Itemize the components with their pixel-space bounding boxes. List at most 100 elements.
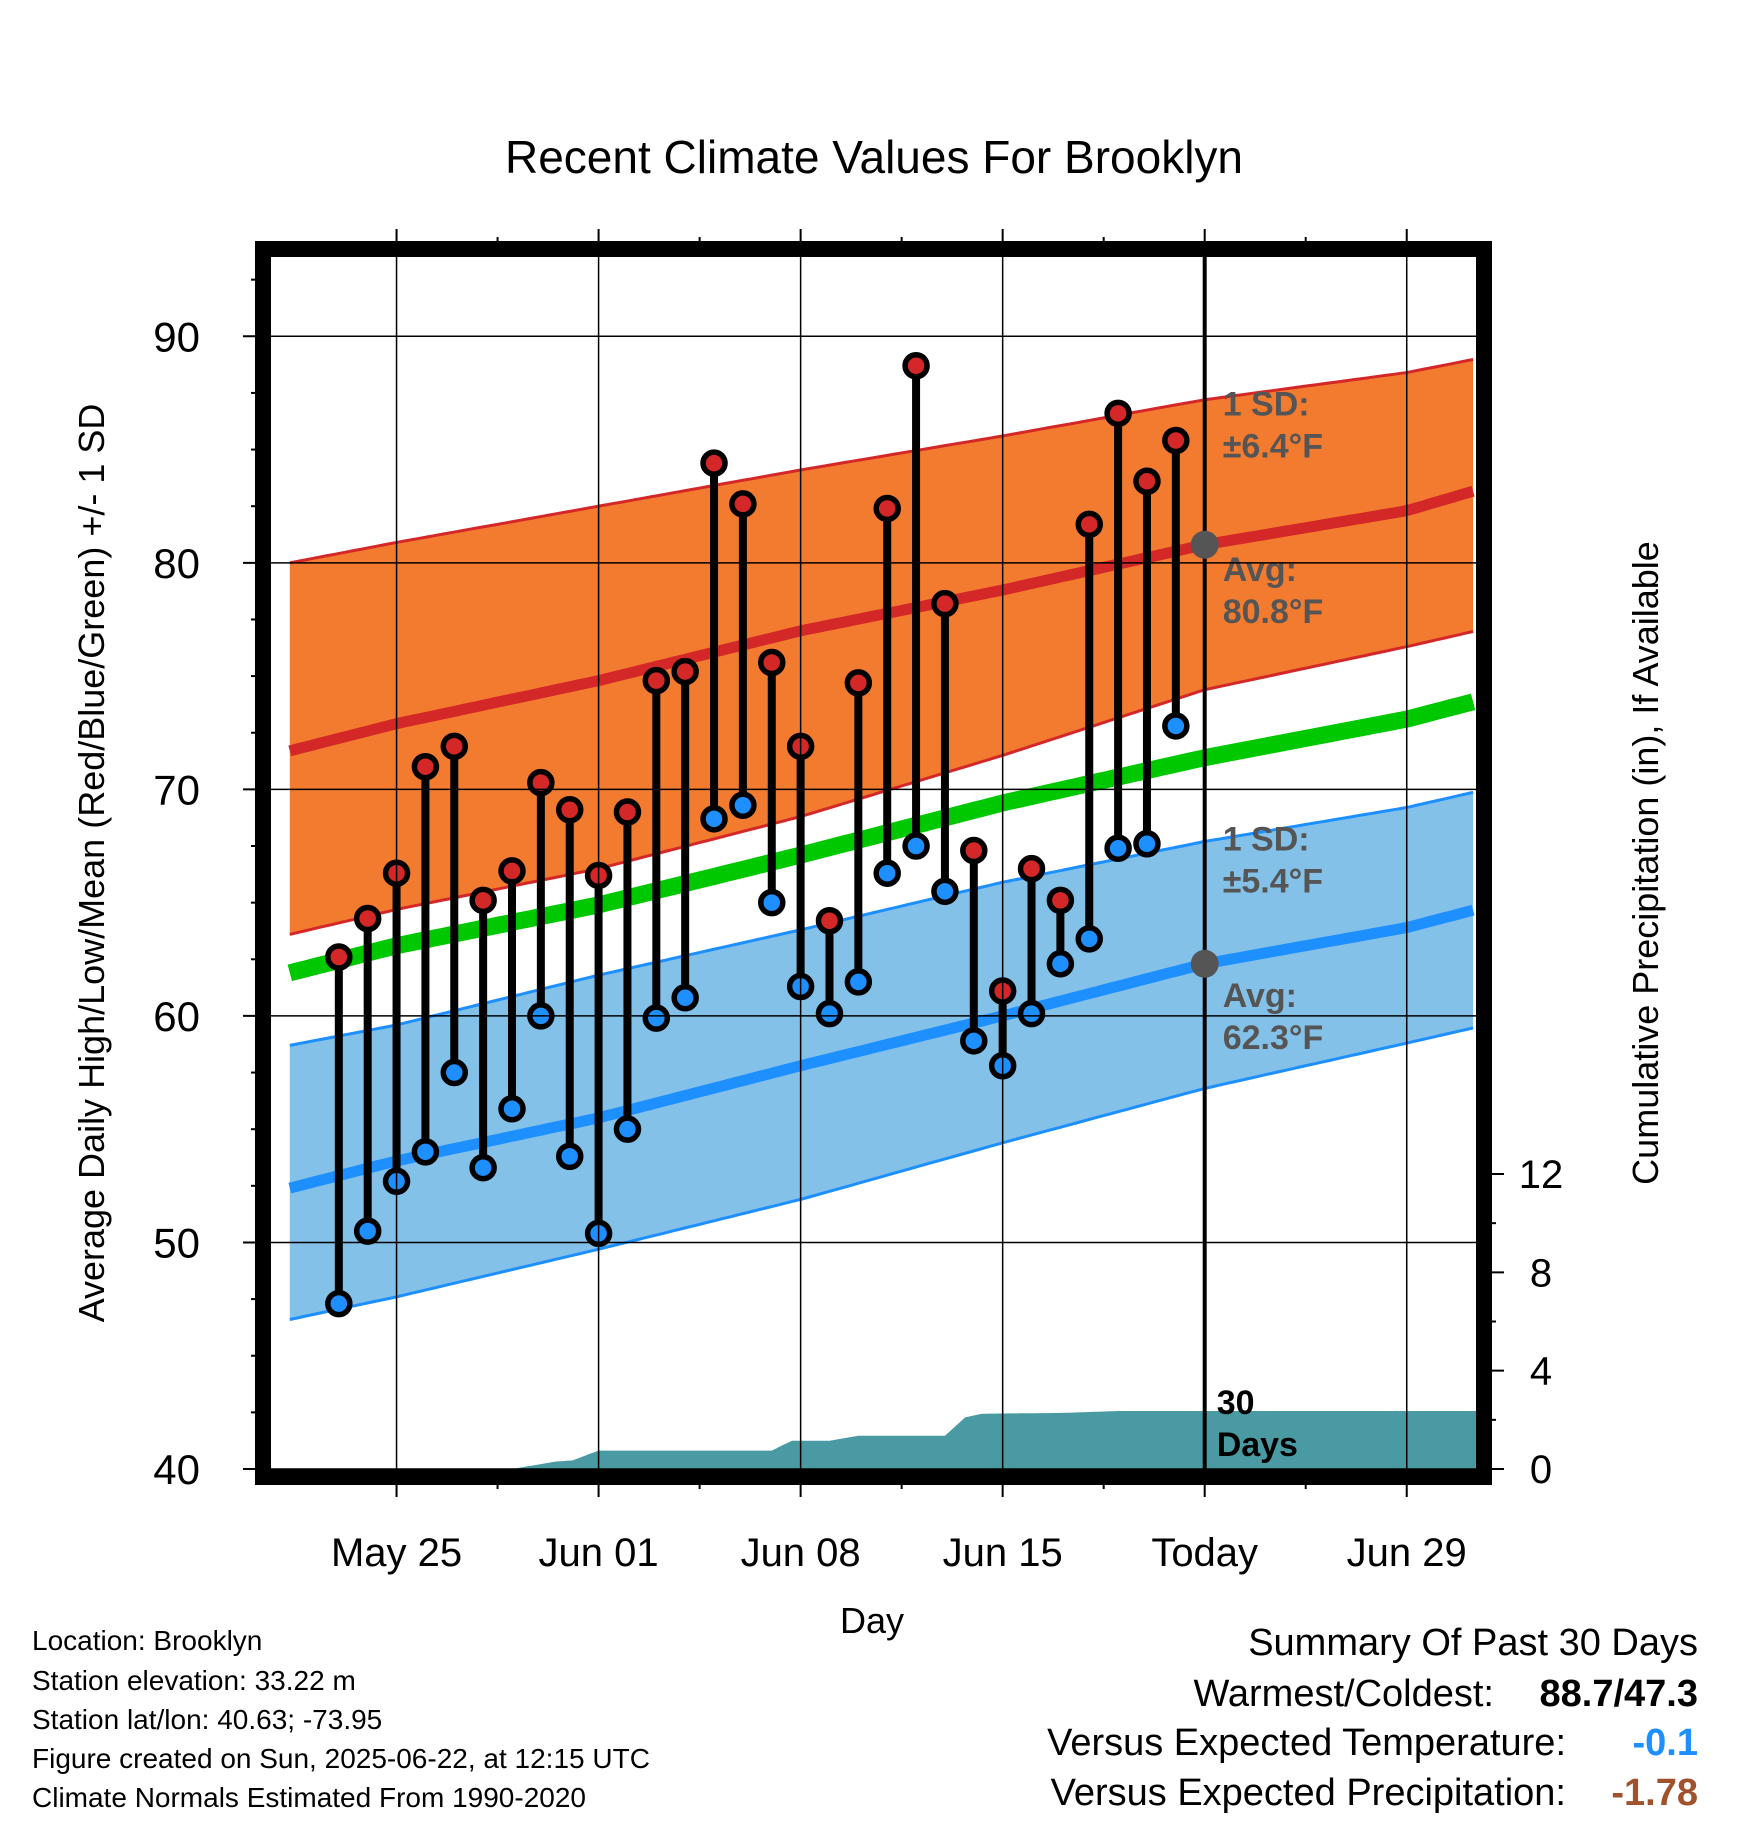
- daily-high-point: [700, 449, 728, 477]
- daily-high-point: [1162, 426, 1190, 455]
- low-avg-marker: [1190, 949, 1219, 978]
- low-sd-annotation: 1 SD:: [1223, 821, 1310, 859]
- daily-high-point: [353, 904, 382, 933]
- y-tick-label: 40: [153, 1446, 200, 1493]
- axes: 40 50 60 70 80 90 0 4 8 12 May 25 Jun 01 Jun 08 Jun 1…: [153, 229, 1563, 1575]
- x-tick-label: Jun 08: [741, 1531, 861, 1575]
- daily-low-point: [353, 1217, 382, 1245]
- low-sd-lower-line: [289, 1026, 1474, 1321]
- daily-low-point: [1017, 999, 1046, 1028]
- info-normals: Climate Normals Estimated From 1990-2020: [32, 1782, 586, 1813]
- daily-high-point: [873, 494, 901, 523]
- daily-high-point: [1075, 510, 1103, 539]
- x-tick-label: May 25: [331, 1531, 462, 1575]
- daily-high-point: [411, 752, 440, 781]
- chart-title: Recent Climate Values For Brooklyn: [505, 131, 1243, 183]
- daily-high-point: [1017, 854, 1046, 883]
- high-avg-marker: [1190, 530, 1219, 559]
- daily-high-point: [325, 943, 353, 971]
- daily-high-point: [469, 886, 497, 915]
- y-tick-label: 70: [153, 766, 200, 813]
- daily-low-point: [700, 805, 728, 833]
- daily-low-point: [758, 888, 786, 917]
- daily-low-point: [1104, 834, 1132, 863]
- daily-high-point: [729, 490, 757, 518]
- y2-tick-label: 0: [1530, 1448, 1552, 1492]
- summary-temp-label: Versus Expected Temperature:: [1047, 1722, 1566, 1764]
- low-sd-band: [289, 792, 1474, 1320]
- info-elevation: Station elevation: 33.22 m: [32, 1665, 356, 1696]
- high-sd-annotation: ±6.4°F: [1223, 428, 1323, 466]
- info-latlon: Station lat/lon: 40.63; -73.95: [32, 1704, 383, 1735]
- daily-low-point: [1133, 829, 1161, 858]
- y2-tick-label: 8: [1530, 1251, 1552, 1295]
- x-tick-label: Jun 29: [1347, 1531, 1467, 1575]
- summary-warmest-value: 88.7/47.3: [1539, 1673, 1698, 1715]
- y2-axis-label: Cumulative Precipitation (in), If Availa…: [1625, 541, 1666, 1185]
- precip-area: [289, 1411, 1476, 1469]
- y-tick-label: 90: [153, 313, 200, 360]
- y-axis-label: Average Daily High/Low/Mean (Red/Blue/Gr…: [71, 404, 112, 1323]
- high-avg-annotation: Avg:: [1223, 551, 1297, 589]
- daily-low-point: [411, 1138, 440, 1166]
- daily-low-point: [844, 968, 873, 996]
- daily-high-point: [931, 589, 959, 618]
- daily-low-point: [1075, 925, 1103, 953]
- summary-precip-label: Versus Expected Precipitation:: [1050, 1772, 1566, 1814]
- high-sd-upper-line: [289, 358, 1474, 565]
- daily-low-point: [729, 791, 757, 819]
- daily-high-point: [613, 798, 642, 826]
- daily-low-point: [931, 877, 959, 906]
- daily-high-point: [527, 768, 555, 797]
- daily-high-point: [555, 796, 584, 824]
- y2-tick-label: 12: [1519, 1153, 1564, 1197]
- daily-high-point: [815, 907, 844, 935]
- daily-high-point: [902, 351, 930, 380]
- daily-low-point: [642, 1004, 671, 1032]
- low-avg-annotation: Avg:: [1223, 977, 1297, 1015]
- info-created: Figure created on Sun, 2025-06-22, at 12…: [32, 1743, 650, 1774]
- daily-low-point: [613, 1115, 642, 1143]
- daily-low-point: [1046, 950, 1075, 978]
- info-location: Location: Brooklyn: [32, 1625, 263, 1656]
- daily-high-point: [844, 669, 873, 697]
- daily-high-point: [960, 836, 988, 865]
- x-axis-label: Day: [840, 1600, 904, 1641]
- y-tick-label: 50: [153, 1219, 200, 1266]
- daily-low-point: [1162, 712, 1190, 740]
- plot-area: 1 SD: ±6.4°F Avg: 80.8°F 1 SD: ±5.4°F Avg: 62.3…: [287, 257, 1476, 1469]
- daily-high-point: [1046, 886, 1075, 915]
- plot-frame: [255, 241, 1492, 1485]
- summary-temp-value: -0.1: [1632, 1722, 1698, 1764]
- daily-high-point: [671, 657, 699, 686]
- daily-low-point: [960, 1027, 988, 1055]
- y2-tick-label: 4: [1530, 1350, 1552, 1394]
- daily-low-point: [469, 1153, 497, 1182]
- daily-low-point: [671, 984, 699, 1012]
- daily-high-point: [642, 666, 671, 695]
- daily-low-point: [902, 832, 930, 860]
- daily-high-point: [758, 648, 786, 677]
- daily-low-point: [325, 1289, 353, 1318]
- daily-high-point: [440, 732, 469, 761]
- low-avg-annotation: 62.3°F: [1223, 1019, 1324, 1057]
- high-sd-annotation: 1 SD:: [1223, 386, 1310, 424]
- summary-title: Summary Of Past 30 Days: [1248, 1622, 1698, 1664]
- y-tick-label: 60: [153, 993, 200, 1040]
- x-tick-label: Today: [1151, 1531, 1258, 1575]
- daily-low-point: [815, 999, 844, 1028]
- precip-annotation: Days: [1217, 1426, 1298, 1464]
- high-avg-annotation: 80.8°F: [1223, 593, 1324, 631]
- daily-low-point: [873, 859, 901, 887]
- daily-high-point: [1104, 399, 1132, 428]
- summary-warmest-label: Warmest/Coldest:: [1193, 1673, 1494, 1715]
- low-sd-annotation: ±5.4°F: [1223, 863, 1323, 901]
- daily-high-point: [498, 857, 526, 885]
- daily-low-point: [555, 1142, 584, 1171]
- normal-high-line: [288, 485, 1475, 757]
- precip-annotation: 30: [1217, 1384, 1255, 1422]
- x-tick-label: Jun 01: [539, 1531, 659, 1575]
- summary-precip-value: -1.78: [1611, 1772, 1698, 1814]
- daily-high-point: [1133, 467, 1161, 496]
